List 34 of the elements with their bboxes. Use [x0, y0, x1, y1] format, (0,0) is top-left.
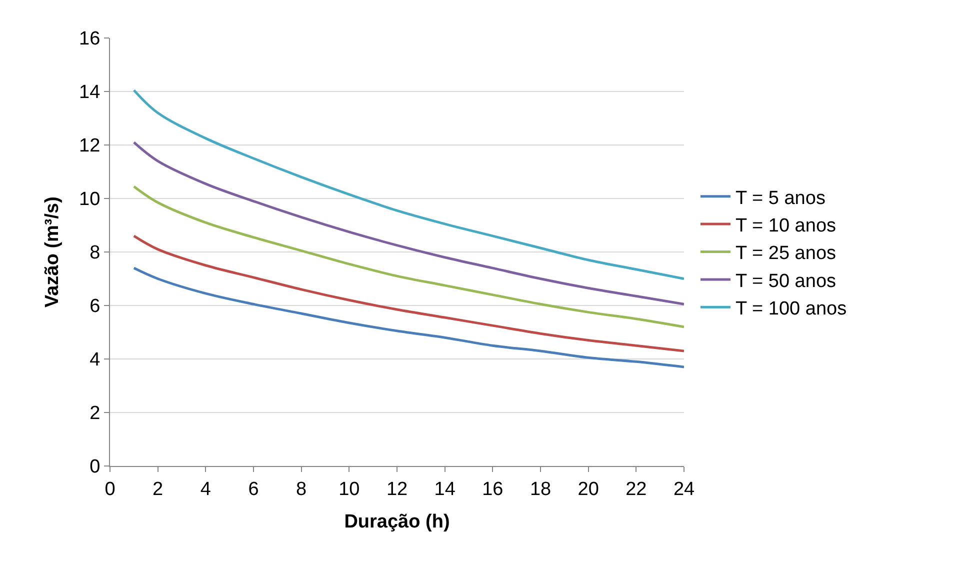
y-tick-label: 16: [79, 28, 100, 50]
x-tick-label: 2: [152, 478, 164, 500]
x-tick-label: 6: [248, 478, 259, 500]
x-tick-label: 12: [386, 478, 408, 500]
line-series: [132, 141, 684, 306]
line-series: [132, 234, 684, 352]
y-tick-label: 2: [90, 403, 100, 424]
legend-label: T = 5 anos: [735, 188, 826, 209]
x-tick-label: 20: [578, 478, 599, 500]
x-tick-label: 10: [338, 478, 360, 500]
line-series: [132, 185, 684, 328]
line-series: [132, 88, 684, 280]
y-tick-label: 14: [79, 82, 101, 104]
legend-label: T = 10 anos: [735, 215, 836, 236]
y-tick-label: 12: [79, 136, 100, 157]
legend-label: T = 25 anos: [735, 243, 836, 264]
x-tick-label: 24: [673, 478, 695, 500]
legend-label: T = 50 anos: [735, 270, 836, 292]
y-tick-label: 10: [79, 189, 100, 210]
y-tick-label: 6: [90, 296, 100, 318]
x-tick-label: 4: [200, 478, 212, 500]
y-axis-title: Vazão (m³/s): [42, 196, 63, 308]
y-tick-label: 4: [90, 350, 101, 371]
line-series: [132, 266, 684, 368]
x-tick-label: 18: [530, 478, 552, 500]
x-tick-label: 16: [482, 478, 504, 500]
x-tick-label: 22: [626, 478, 647, 500]
x-tick-label: 0: [104, 478, 116, 500]
y-tick-label: 0: [90, 456, 100, 478]
y-tick-label: 8: [90, 242, 100, 264]
x-tick-label: 8: [296, 478, 307, 500]
x-tick-label: 14: [434, 478, 456, 500]
legend-label: T = 100 anos: [735, 298, 847, 320]
x-axis-title: Duração (h): [344, 512, 450, 533]
